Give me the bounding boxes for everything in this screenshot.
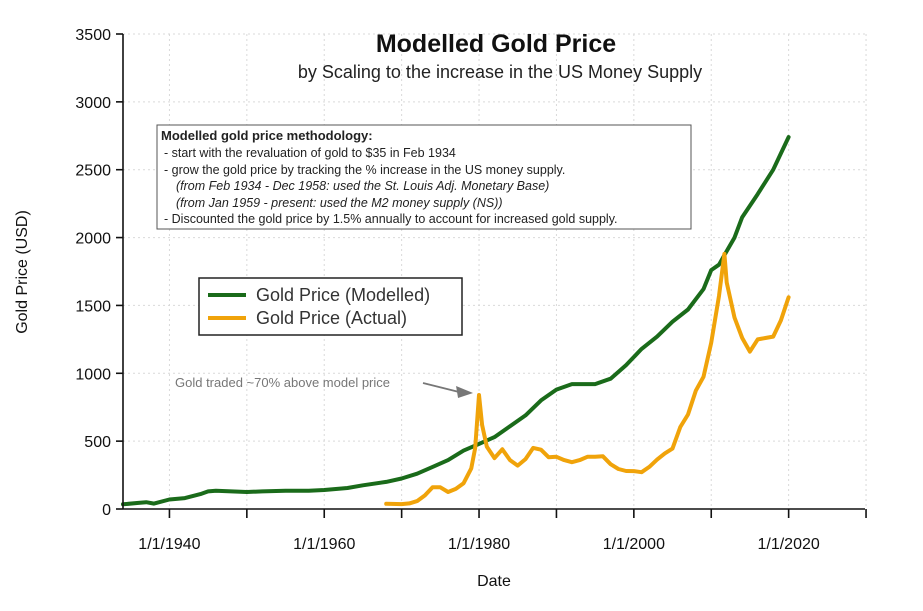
methodology-box: Modelled gold price methodology: - start… (156, 124, 692, 230)
annotation-arrow (422, 382, 460, 393)
x-tick-label: 1/1/2000 (603, 536, 665, 553)
y-tick-label: 3500 (75, 27, 111, 44)
y-tick-label: 2000 (75, 231, 111, 248)
y-tick-label: 3000 (75, 95, 111, 112)
series-line-actual (384, 251, 791, 507)
legend-label-actual: Gold Price (Actual) (256, 308, 407, 328)
annotation-arrow-head (456, 386, 474, 398)
grid (123, 33, 867, 509)
x-tick-label: 1/1/1980 (448, 536, 510, 553)
methodology-line-3: (from Feb 1934 - Dec 1958: used the St. … (176, 179, 549, 193)
chart-subtitle: by Scaling to the increase in the US Mon… (298, 62, 702, 82)
methodology-line-5: - Discounted the gold price by 1.5% annu… (164, 212, 618, 226)
y-axis-label: Gold Price (USD) (14, 210, 31, 334)
methodology-line-4: (from Jan 1959 - present: used the M2 mo… (176, 196, 503, 210)
y-tick-label: 500 (84, 434, 111, 451)
legend-frame (198, 277, 463, 336)
y-tick-label: 1000 (75, 366, 111, 383)
methodology-box-frame (156, 124, 692, 230)
series (121, 135, 791, 507)
x-tick-label: 1/1/1940 (138, 536, 200, 553)
series-line-modelled (121, 135, 791, 507)
annotation-text: Gold traded ~70% above model price (175, 375, 390, 390)
x-axis-label: Date (477, 573, 511, 590)
legend-label-modelled: Gold Price (Modelled) (256, 285, 430, 305)
methodology-line-2: - grow the gold price by tracking the % … (164, 163, 565, 177)
x-tick-label: 1/1/2020 (757, 536, 819, 553)
methodology-line-1: - start with the revaluation of gold to … (164, 146, 456, 160)
y-tick-label: 2500 (75, 163, 111, 180)
chart-title: Modelled Gold Price (376, 30, 616, 58)
annotation: Gold traded ~70% above model price (175, 375, 474, 398)
legend: Gold Price (Modelled) Gold Price (Actual… (198, 277, 463, 336)
y-tick-label: 0 (102, 502, 111, 519)
x-tick-label: 1/1/1960 (293, 536, 355, 553)
axes: 0 500 1000 1500 2000 2500 3000 3500 1/1/1940 1/1/… (75, 27, 867, 553)
y-tick-label: 1500 (75, 298, 111, 315)
methodology-title: Modelled gold price methodology: (161, 128, 373, 143)
